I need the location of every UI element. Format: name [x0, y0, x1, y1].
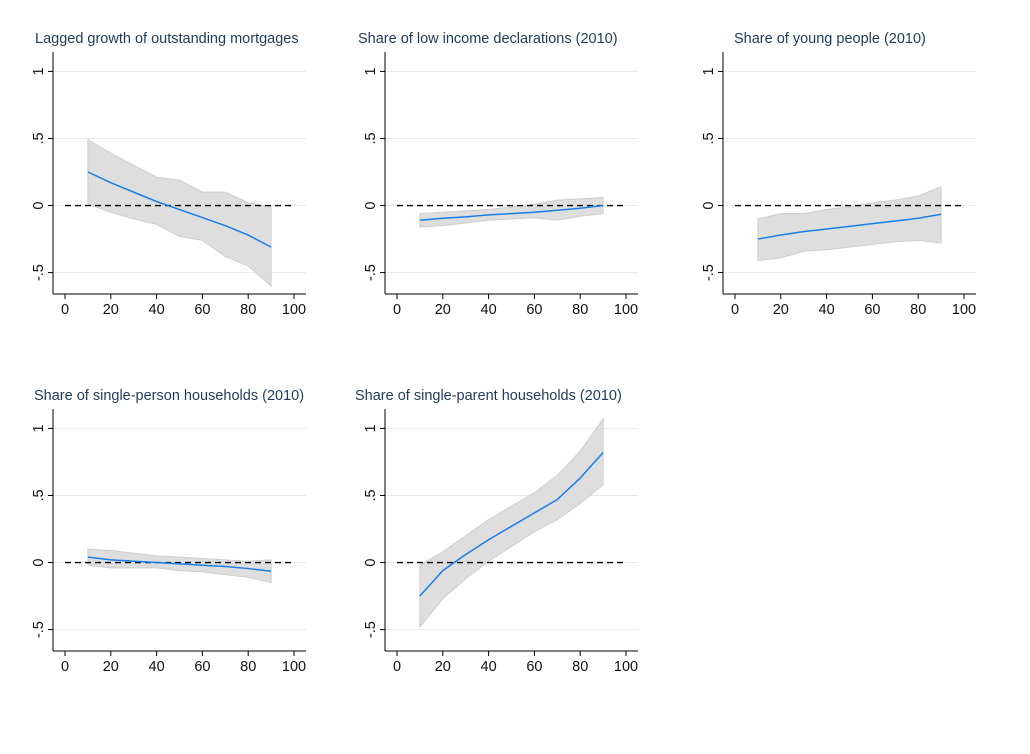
- x-tick-label: 0: [61, 659, 69, 675]
- confidence-band: [87, 548, 272, 584]
- panel-3: Share of young people (2010) 0 20 40 60 80 100…: [701, 31, 976, 318]
- y-tick-label: 0: [701, 201, 717, 209]
- confidence-band: [419, 417, 604, 629]
- x-tick-label: 40: [481, 302, 497, 318]
- x-tick-label: 80: [572, 659, 588, 675]
- x-tick-label: 40: [149, 302, 165, 318]
- y-tick-label: 0: [31, 201, 47, 209]
- y-tick-label: 1: [363, 67, 379, 75]
- x-tick-label: 80: [910, 302, 926, 318]
- x-tick-label: 40: [819, 302, 835, 318]
- x-tick-label: 40: [481, 659, 497, 675]
- x-tick-label: 20: [103, 659, 119, 675]
- y-tick-label: 0: [363, 201, 379, 209]
- x-tick-label: 20: [103, 302, 119, 318]
- panel-title: Share of young people (2010): [734, 31, 926, 47]
- panel-title: Share of single-parent households (2010): [355, 388, 622, 404]
- x-tick-label: 20: [773, 302, 789, 318]
- y-tick-label: -.5: [31, 621, 47, 638]
- x-tick-label: 60: [194, 302, 210, 318]
- x-tick-label: 100: [614, 659, 638, 675]
- x-tick-label: 0: [731, 302, 739, 318]
- y-tick-label: .5: [363, 489, 379, 501]
- estimate-line: [419, 452, 604, 597]
- y-tick-label: 0: [363, 558, 379, 566]
- confidence-band: [757, 186, 942, 262]
- panel-title: Lagged growth of outstanding mortgages: [35, 31, 299, 47]
- y-tick-label: 1: [701, 67, 717, 75]
- x-tick-label: 100: [614, 302, 638, 318]
- panel-title: Share of low income declarations (2010): [358, 31, 618, 47]
- x-tick-label: 0: [393, 302, 401, 318]
- x-tick-label: 60: [864, 302, 880, 318]
- y-tick-label: .5: [363, 132, 379, 144]
- estimate-line: [419, 204, 604, 222]
- x-tick-label: 100: [282, 302, 306, 318]
- estimate-line: [87, 171, 272, 248]
- y-tick-label: -.5: [363, 621, 379, 638]
- x-tick-label: 80: [240, 659, 256, 675]
- x-tick-label: 60: [526, 302, 542, 318]
- x-tick-label: 80: [240, 302, 256, 318]
- y-tick-label: .5: [31, 489, 47, 501]
- x-tick-label: 60: [194, 659, 210, 675]
- panel-1: Lagged growth of outstanding mortgages 0 2…: [31, 31, 306, 318]
- confidence-band: [419, 196, 604, 228]
- y-tick-label: -.5: [31, 264, 47, 281]
- x-tick-label: 20: [435, 302, 451, 318]
- x-tick-label: 100: [952, 302, 976, 318]
- x-tick-label: 60: [526, 659, 542, 675]
- panel-title: Share of single-person households (2010): [34, 388, 304, 404]
- x-tick-label: 0: [393, 659, 401, 675]
- estimate-line: [757, 213, 942, 240]
- y-tick-label: 1: [31, 424, 47, 432]
- y-tick-label: -.5: [701, 264, 717, 281]
- panel-4: Share of single-person households (2010)…: [31, 388, 306, 675]
- y-tick-label: 1: [363, 424, 379, 432]
- y-tick-label: .5: [31, 132, 47, 144]
- y-tick-label: 0: [31, 558, 47, 566]
- x-tick-label: 40: [149, 659, 165, 675]
- estimate-line: [87, 556, 272, 572]
- y-tick-label: 1: [31, 67, 47, 75]
- panel-2: Share of low income declarations (2010) 0…: [358, 31, 638, 318]
- y-tick-label: .5: [701, 132, 717, 144]
- x-tick-label: 80: [572, 302, 588, 318]
- x-tick-label: 100: [282, 659, 306, 675]
- panel-5: Share of single-parent households (2010)…: [355, 388, 638, 675]
- x-tick-label: 0: [61, 302, 69, 318]
- x-tick-label: 20: [435, 659, 451, 675]
- confidence-band: [87, 138, 272, 288]
- y-tick-label: -.5: [363, 264, 379, 281]
